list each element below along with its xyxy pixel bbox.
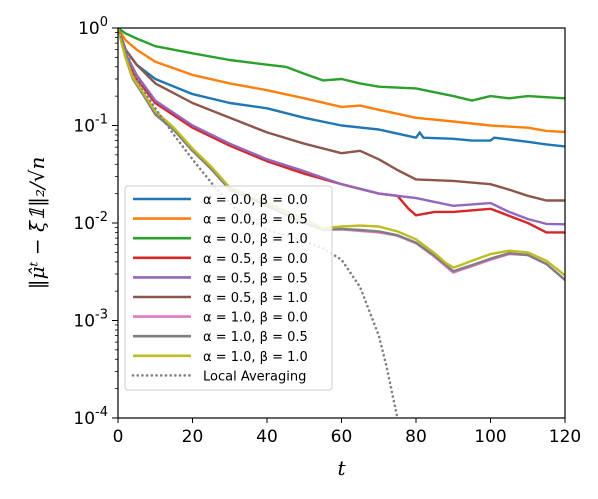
legend-label: α = 0.5, β = 0.0 <box>203 252 308 267</box>
legend-label: α = 1.0, β = 1.0 <box>203 350 308 365</box>
series-line-3 <box>118 28 565 102</box>
legend: α = 0.0, β = 0.0 α = 0.0, β = 0.5 α = 0.0,… <box>124 185 333 391</box>
y-axis-label: ‖μ̂ᵗ − ξ̄𝟙‖₂/√n <box>25 157 50 290</box>
series-line-6 <box>118 28 565 202</box>
plot-area <box>118 28 565 418</box>
legend-label: α = 0.0, β = 0.0 <box>203 193 308 208</box>
y-tick-label: 10-4 <box>73 405 108 429</box>
legend-label: α = 0.5, β = 0.5 <box>203 271 308 286</box>
legend-label: α = 0.5, β = 1.0 <box>203 291 308 306</box>
y-tick-label: 100 <box>78 15 108 39</box>
series-line-8 <box>118 28 565 281</box>
legend-label: α = 0.0, β = 1.0 <box>203 232 308 247</box>
x-tick-label: 20 <box>182 427 204 447</box>
series-line-1 <box>118 28 565 148</box>
legend-label: α = 1.0, β = 0.0 <box>203 311 308 326</box>
x-tick-label: 120 <box>549 427 581 447</box>
y-tick-label: 10-1 <box>73 113 108 137</box>
x-tick-label: 100 <box>474 427 506 447</box>
legend-label: Local Averaging <box>203 369 306 384</box>
series-line-5 <box>118 28 565 226</box>
x-tick-label: 80 <box>405 427 427 447</box>
series-line-2 <box>118 28 565 134</box>
y-tick-label: 10-2 <box>73 210 108 234</box>
x-tick-label: 40 <box>256 427 278 447</box>
legend-label: α = 1.0, β = 0.5 <box>203 330 308 345</box>
x-tick-label: 60 <box>331 427 353 447</box>
legend-label: α = 0.0, β = 0.5 <box>203 213 308 228</box>
axes: 0 20 40 60 80 100 120 100 10-1 10-2 10-3 10-4 t ‖μ̂ᵗ … <box>25 15 581 480</box>
x-axis-label: t <box>337 456 346 480</box>
y-tick-label: 10-3 <box>73 308 108 332</box>
x-tick-label: 0 <box>113 427 124 447</box>
